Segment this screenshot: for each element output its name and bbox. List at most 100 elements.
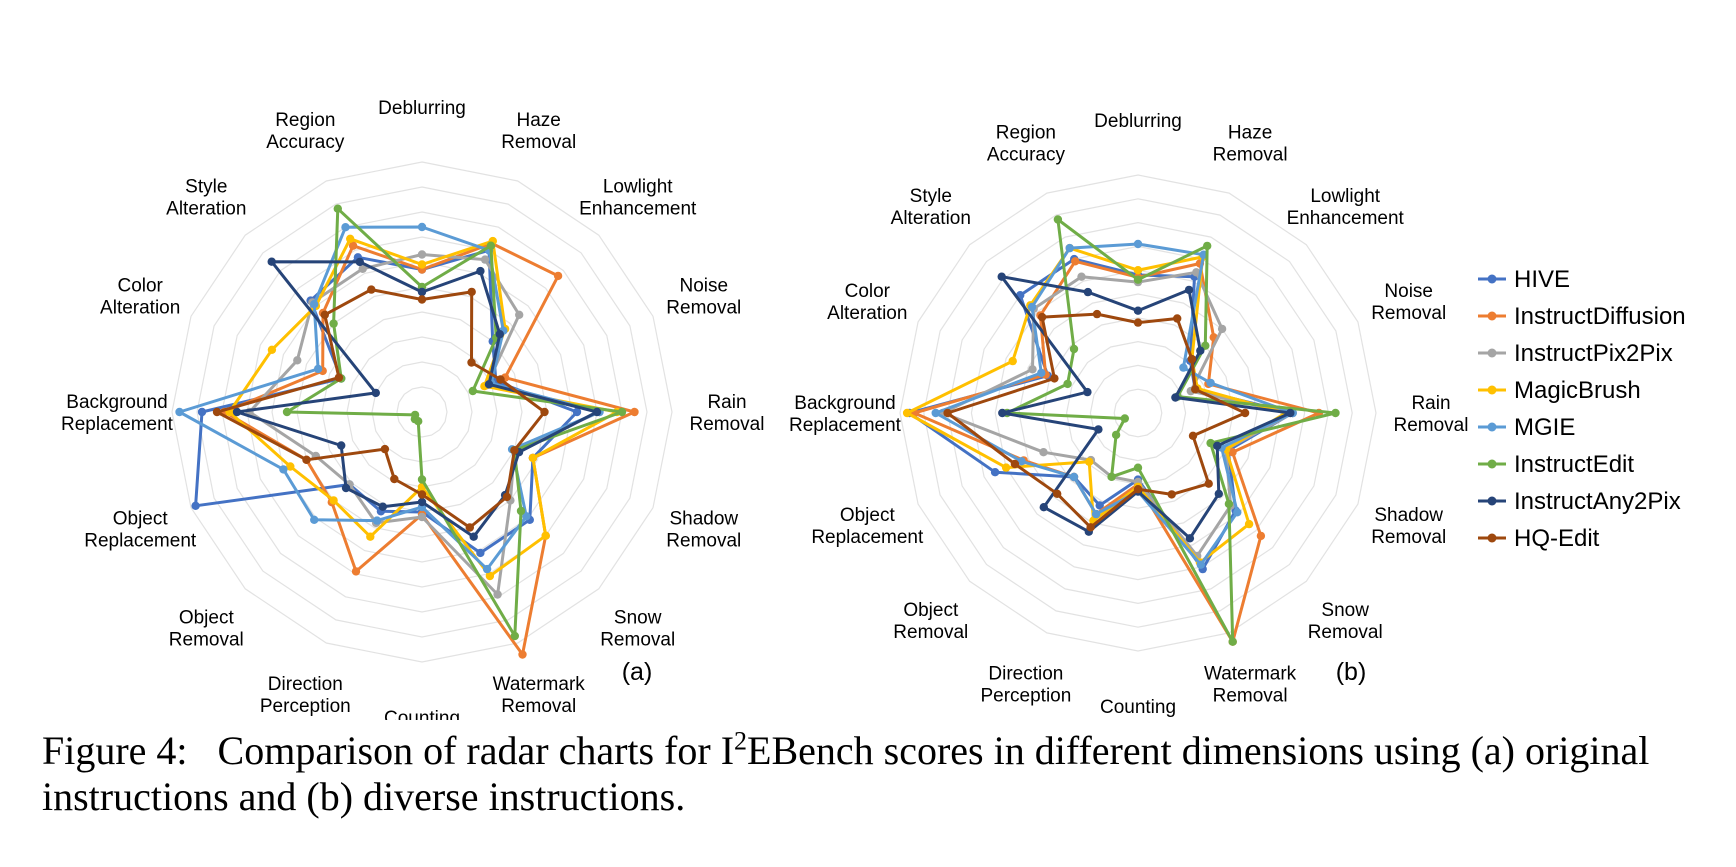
legend-swatch-marker [1487, 348, 1497, 358]
radar-a-point [341, 223, 350, 232]
radar-a-point [510, 446, 519, 455]
radar-b-point [1187, 354, 1197, 364]
radar-b-point [1063, 379, 1072, 389]
radar-b-point [1204, 479, 1213, 488]
radar-a-grid-ring [196, 186, 648, 638]
radar-a-point [417, 260, 427, 269]
radar-a-point [313, 364, 323, 374]
radar-b-point [1217, 324, 1227, 334]
radar-a-point [372, 516, 382, 525]
radar-a-point [346, 234, 355, 243]
radar-b-point [1071, 257, 1080, 266]
radar-b-point [1179, 363, 1188, 372]
radar-b-point [997, 272, 1006, 281]
radar-a-point [484, 380, 494, 389]
radar-a-point [617, 407, 627, 417]
radar-a-point [293, 356, 302, 365]
radar-b-point [1228, 448, 1237, 457]
radar-b-point [1133, 239, 1143, 249]
radar-b-point [1039, 448, 1048, 457]
caption-prefix: Figure 4: [42, 728, 188, 773]
radar-a-axis-label: Direction Perception [260, 674, 351, 717]
radar-b-point [1111, 430, 1121, 440]
radar-b-point [1027, 302, 1037, 312]
legend-entry-label: InstructPix2Pix [1514, 340, 1673, 367]
radar-a-axis-label: Rain Removal [690, 392, 765, 435]
radar-b-point [1171, 393, 1180, 402]
radar-b-point [1120, 414, 1130, 423]
radar-a-point [232, 407, 242, 417]
radar-a-axis-label: Counting [384, 708, 460, 720]
radar-b-grid-ring [946, 221, 1330, 605]
radar-a-point [355, 257, 364, 267]
legend-swatch-marker [1487, 385, 1497, 395]
radar-a-point [417, 222, 427, 232]
radar-b-point [1017, 457, 1026, 466]
radar-a-point [496, 375, 505, 384]
radar-a-point [212, 407, 222, 417]
radar-a-point [515, 310, 524, 319]
radar-b-point [1214, 489, 1224, 498]
radar-b-point [1001, 463, 1011, 472]
radar-a-axis-label: Object Removal [169, 608, 244, 651]
radar-b-point [1256, 531, 1266, 541]
radar-a-point [380, 444, 390, 454]
radar-a-point [476, 266, 485, 276]
radar-a-point [378, 502, 387, 511]
radar-b-point [1053, 215, 1063, 224]
radar-b-grid-ring [994, 269, 1282, 557]
radar-a-point [286, 462, 295, 471]
radar-a-point [417, 295, 427, 304]
radar-a-grid-ring [271, 261, 573, 563]
radar-b-point [1053, 489, 1062, 498]
legend-entry-label: HIVE [1514, 266, 1570, 293]
radar-a-point [358, 264, 367, 273]
radar-a-point [468, 386, 477, 396]
radar-b-axis-label: Style Alteration [891, 186, 971, 229]
radar-a-point [485, 571, 495, 581]
radar-b-point [1086, 523, 1095, 532]
radar-b-point [1213, 441, 1222, 450]
radar-a-point [553, 271, 563, 281]
caption-superscript: 2 [734, 726, 748, 756]
radar-a-point [348, 241, 358, 250]
legend-swatch-marker [1487, 422, 1497, 432]
radar-a-point [367, 285, 376, 294]
radar-a-point [410, 410, 420, 420]
radar-a-point [390, 474, 399, 484]
radar-b-point [1244, 519, 1254, 529]
radar-a-point [329, 319, 338, 328]
legend-swatch-marker [1487, 496, 1497, 506]
radar-b-grid-ring [1042, 317, 1234, 509]
radar-a-point [467, 287, 476, 297]
radar-b-point [998, 408, 1007, 418]
radar-b-axis-label: Shadow Removal [1371, 505, 1446, 548]
radar-a-point [333, 204, 342, 213]
radar-a-point [417, 475, 427, 484]
radar-b-point [1008, 356, 1017, 366]
radar-a-point [366, 532, 375, 541]
radar-b-grid-ring [899, 174, 1377, 652]
legend-entry-label: InstructAny2Pix [1514, 488, 1681, 515]
radar-a-axis-label: Region Accuracy [266, 110, 345, 153]
radar-a-grid-ring [396, 386, 448, 438]
radar-a-grid-ring [221, 211, 623, 613]
radar-b-point [1233, 508, 1242, 517]
radar-a-series-instructpix2pix [248, 253, 601, 596]
radar-a-point [540, 407, 549, 417]
radar-a-point [528, 453, 538, 463]
radar-b-point [1331, 408, 1340, 418]
radar-b-point [1133, 318, 1143, 327]
radar-a-panel-label: (a) [622, 658, 653, 686]
radar-a-point [279, 465, 288, 474]
figure-caption: Figure 4: Comparison of radar charts for… [42, 728, 1702, 820]
legend-entry-label: MagicBrush [1514, 377, 1641, 404]
radar-a-grid-ring [246, 236, 598, 588]
radar-b-panel-label: (b) [1336, 658, 1367, 686]
radar-b-point [1167, 490, 1176, 499]
radar-b-grid-ring [970, 245, 1306, 581]
radar-b-point [1196, 346, 1205, 355]
radar-b-point [1083, 287, 1093, 297]
radar-b-point [1133, 485, 1143, 494]
